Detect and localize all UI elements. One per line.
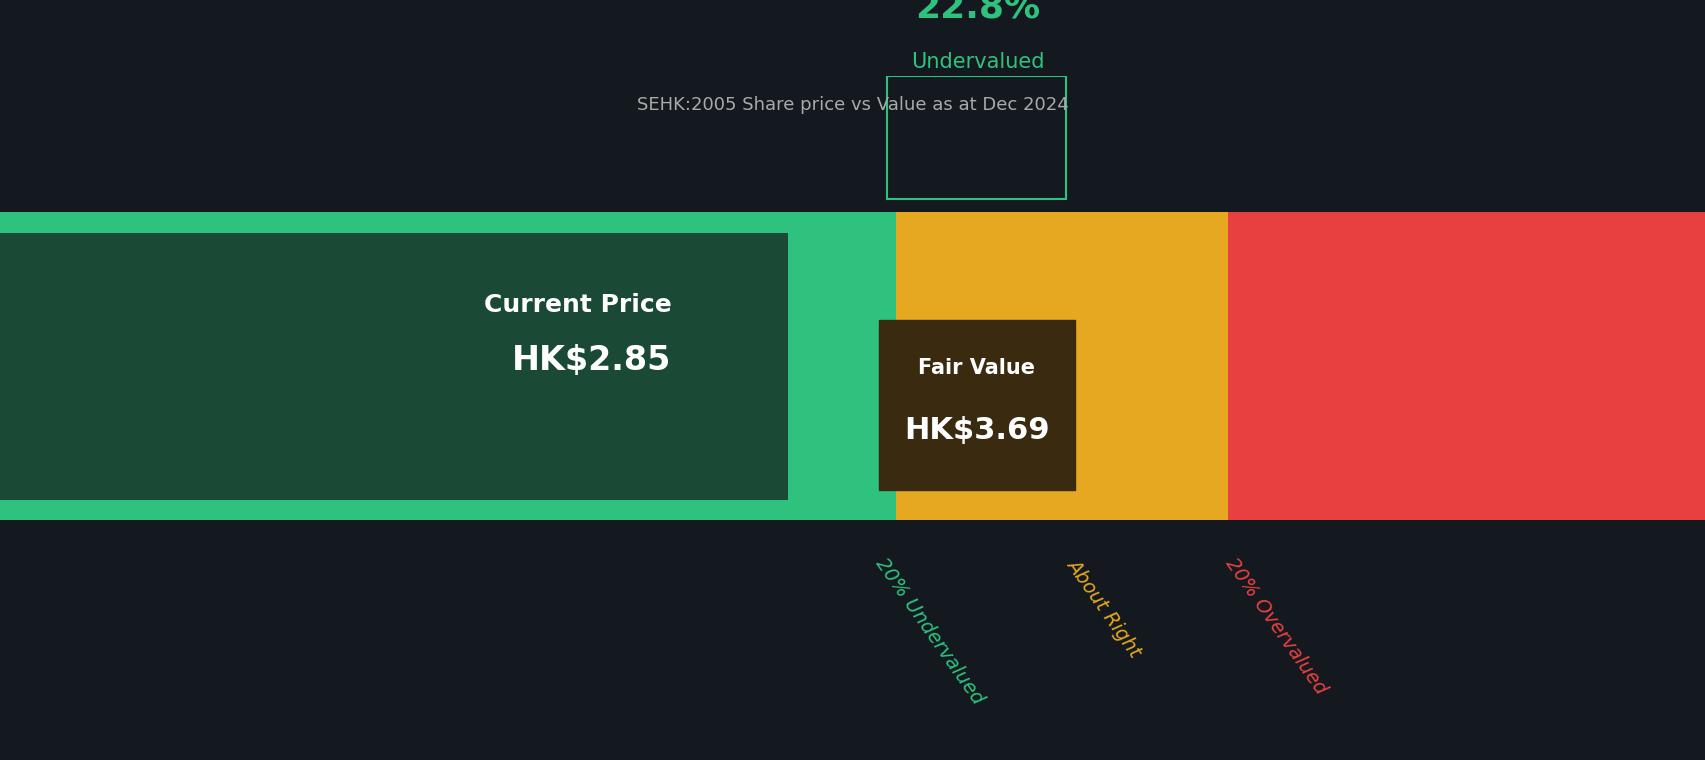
Text: HK$2.85: HK$2.85 [512, 344, 672, 377]
Text: About Right: About Right [1062, 555, 1144, 660]
Bar [0, 233, 788, 500]
Text: Undervalued: Undervalued [910, 52, 1043, 72]
Text: 20% Undervalued: 20% Undervalued [871, 555, 987, 708]
Bar [0, 212, 895, 521]
Bar [895, 212, 1228, 521]
Text: Fair Value: Fair Value [917, 358, 1035, 378]
Text: 22.8%: 22.8% [914, 0, 1040, 24]
Bar [1228, 212, 1705, 521]
Text: HK$3.69: HK$3.69 [904, 416, 1049, 445]
Bar [0, 212, 895, 233]
Text: 20% Overvalued: 20% Overvalued [1221, 555, 1328, 698]
Bar [0, 500, 895, 521]
Text: SEHK:2005 Share price vs Value as at Dec 2024: SEHK:2005 Share price vs Value as at Dec… [636, 96, 1069, 114]
Text: Current Price: Current Price [484, 293, 672, 317]
Bar [878, 320, 1074, 489]
